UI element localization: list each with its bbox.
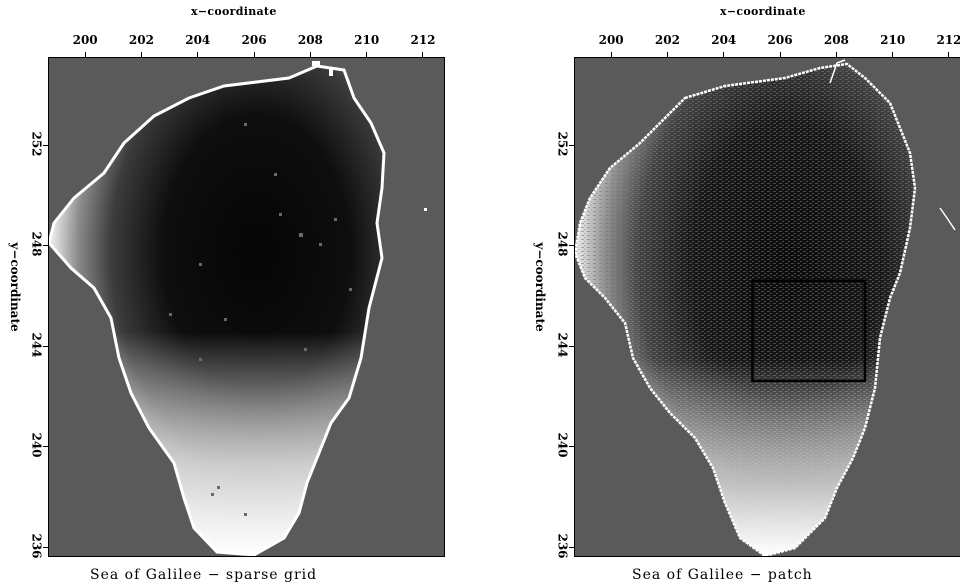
y-tick-label: 244 — [29, 332, 44, 358]
y-tick-mark — [43, 546, 48, 548]
x-tick-mark — [84, 52, 86, 57]
y-tick-label: 244 — [555, 332, 570, 358]
y-tick-label: 240 — [555, 432, 570, 458]
y-tick-mark — [569, 546, 574, 548]
y-tick-mark — [43, 245, 48, 247]
x-tick-label: 200 — [598, 33, 624, 47]
x-tick-label: 212 — [936, 33, 960, 47]
x-tick-mark — [892, 52, 894, 57]
x-tick-mark — [835, 52, 837, 57]
x-tick-mark — [197, 52, 199, 57]
map-frame-sparse — [48, 57, 445, 557]
y-axis-label: y−coordinate — [8, 242, 22, 332]
x-axis-label: x−coordinate — [720, 5, 806, 18]
x-tick-label: 208 — [823, 33, 849, 47]
panel-caption: Sea of Galilee − sparse grid — [90, 567, 318, 583]
panel-patch: x−coordinate — [480, 0, 960, 587]
x-tick-mark — [723, 52, 725, 57]
lake-body — [49, 66, 384, 555]
x-tick-label: 210 — [880, 33, 906, 47]
stray-shore-points — [829, 59, 956, 231]
x-tick-label: 204 — [185, 33, 211, 47]
x-tick-label: 204 — [711, 33, 737, 47]
y-tick-label: 240 — [29, 432, 44, 458]
x-tick-label: 206 — [767, 33, 793, 47]
x-tick-mark — [948, 52, 950, 57]
y-tick-mark — [569, 446, 574, 448]
y-axis-label: y−coordinate — [533, 242, 547, 332]
x-tick-mark — [366, 52, 368, 57]
y-tick-mark — [43, 144, 48, 146]
x-axis-label: x−coordinate — [191, 5, 277, 18]
lake-map-patch — [575, 59, 956, 556]
y-tick-label: 236 — [29, 533, 44, 559]
patch-box — [751, 279, 867, 383]
y-tick-label: 252 — [555, 131, 570, 157]
map-frame-patch — [574, 57, 960, 557]
x-tick-mark — [309, 52, 311, 57]
x-tick-mark — [779, 52, 781, 57]
x-tick-label: 208 — [297, 33, 323, 47]
stray-shore-points — [312, 61, 427, 211]
panel-caption: Sea of Galilee − patch — [632, 567, 813, 583]
y-tick-mark — [569, 345, 574, 347]
x-tick-mark — [422, 52, 424, 57]
y-tick-mark — [43, 345, 48, 347]
shoreline — [49, 64, 386, 556]
x-tick-mark — [140, 52, 142, 57]
x-tick-mark — [253, 52, 255, 57]
y-tick-mark — [569, 245, 574, 247]
lake-body — [575, 64, 915, 556]
y-tick-mark — [43, 446, 48, 448]
sparse-data-specks — [169, 123, 352, 516]
y-tick-label: 252 — [29, 131, 44, 157]
x-tick-label: 202 — [654, 33, 680, 47]
panel-sparse-grid: x−coordinate — [8, 5, 445, 583]
x-tick-label: 202 — [128, 33, 154, 47]
y-tick-label: 236 — [555, 533, 570, 559]
x-tick-label: 206 — [241, 33, 267, 47]
x-tick-mark — [666, 52, 668, 57]
x-tick-label: 200 — [72, 33, 98, 47]
shoreline — [575, 62, 917, 556]
lake-map-sparse — [49, 61, 427, 556]
x-tick-label: 210 — [354, 33, 380, 47]
x-tick-label: 212 — [410, 33, 436, 47]
y-tick-mark — [569, 144, 574, 146]
y-tick-label: 248 — [555, 231, 570, 257]
y-tick-label: 248 — [29, 231, 44, 257]
x-tick-mark — [610, 52, 612, 57]
